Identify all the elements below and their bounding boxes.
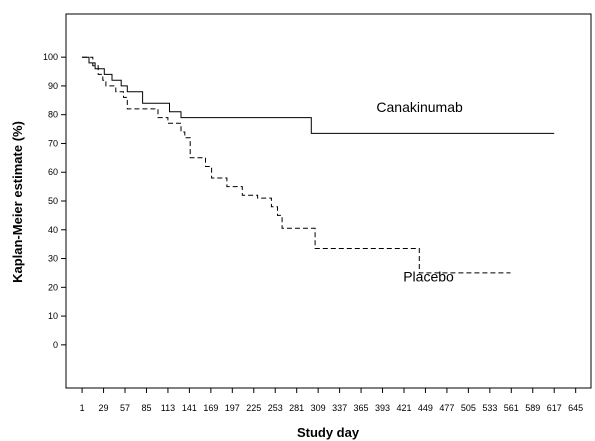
y-axis-ticks: 0 10 20 30 40 50 60 70 80 90 100 [43, 52, 66, 350]
x-tick-label: 533 [482, 403, 497, 413]
y-tick-label: 30 [48, 254, 58, 264]
series-line-placebo [82, 56, 511, 274]
x-axis-ticks: 1 29 57 85 113 141 169 197 225 253 281 309 337 365 393… [80, 388, 583, 413]
series-label-layer: Canakinumab Placebo [376, 99, 463, 285]
x-tick-label: 309 [311, 403, 326, 413]
x-tick-label: 337 [332, 403, 347, 413]
y-tick-label: 20 [48, 282, 58, 292]
x-axis-title: Study day [297, 425, 360, 440]
x-tick-label: 393 [375, 403, 390, 413]
x-tick-label: 169 [203, 403, 218, 413]
series-label-canakinumab: Canakinumab [376, 99, 463, 115]
x-tick-label: 589 [525, 403, 540, 413]
y-tick-label: 80 [48, 110, 58, 120]
y-tick-label: 90 [48, 81, 58, 91]
x-tick-label: 281 [289, 403, 304, 413]
x-tick-label: 253 [268, 403, 283, 413]
x-tick-label: 505 [461, 403, 476, 413]
plot-frame [65, 13, 592, 389]
series-layer [82, 56, 555, 274]
y-tick-label: 100 [43, 52, 58, 62]
y-tick-label: 50 [48, 196, 58, 206]
y-tick-label: 70 [48, 138, 58, 148]
x-tick-label: 85 [141, 403, 151, 413]
x-tick-label: 617 [547, 403, 562, 413]
x-tick-label: 141 [182, 403, 197, 413]
series-line-canakinumab [82, 56, 555, 134]
x-tick-label: 29 [99, 403, 109, 413]
x-tick-label: 57 [120, 403, 130, 413]
x-tick-label: 113 [161, 403, 175, 413]
x-tick-label: 561 [504, 403, 519, 413]
series-label-placebo: Placebo [403, 269, 454, 285]
y-tick-label: 40 [48, 225, 58, 235]
x-tick-label: 197 [225, 403, 240, 413]
y-axis-title: Kaplan-Meier estimate (%) [10, 121, 25, 283]
x-tick-label: 477 [439, 403, 454, 413]
x-tick-label: 645 [568, 403, 583, 413]
x-tick-label: 421 [396, 403, 411, 413]
y-tick-label: 60 [48, 167, 58, 177]
x-tick-label: 225 [246, 403, 261, 413]
x-tick-label: 365 [354, 403, 369, 413]
y-tick-label: 0 [53, 340, 58, 350]
x-tick-label: 1 [80, 403, 85, 413]
y-tick-label: 10 [48, 311, 58, 321]
x-tick-label: 449 [418, 403, 433, 413]
